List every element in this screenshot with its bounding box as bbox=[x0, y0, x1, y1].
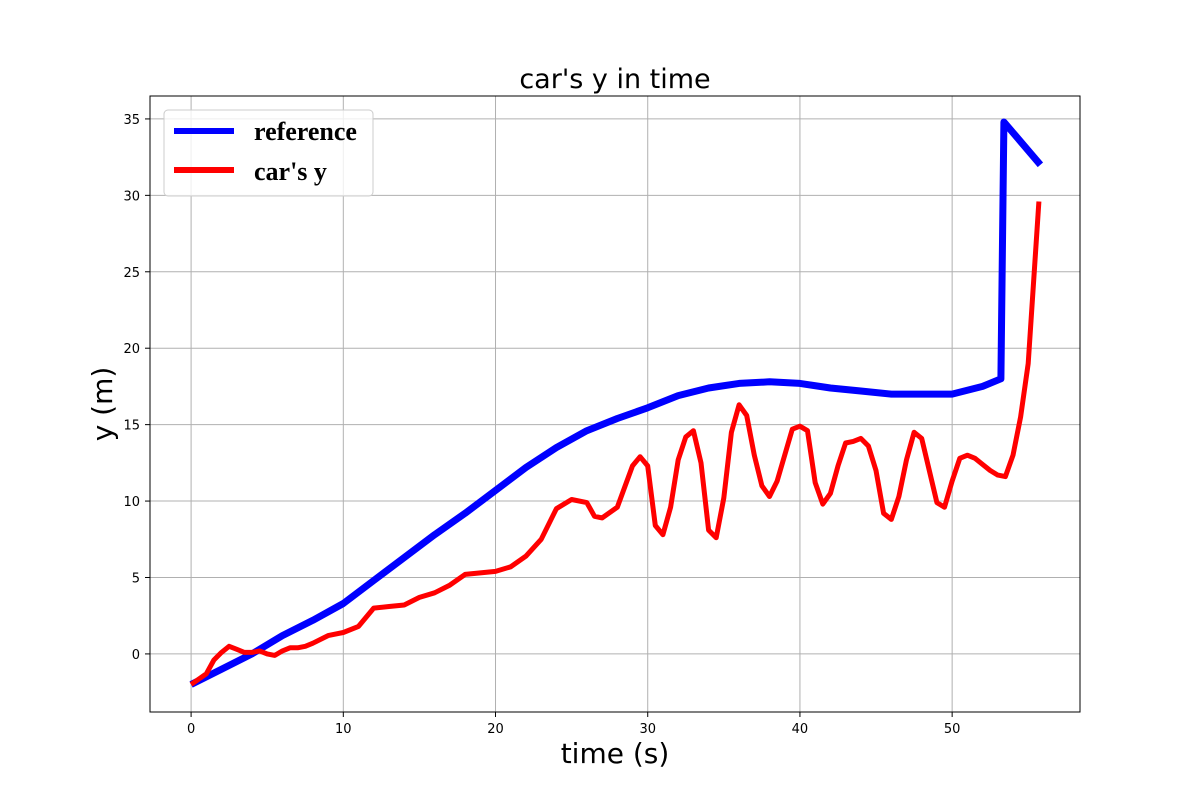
y-tick-label: 0 bbox=[132, 648, 140, 663]
x-tick-label: 40 bbox=[792, 722, 809, 737]
legend-label-car-y: car's y bbox=[254, 157, 327, 186]
y-tick-label: 15 bbox=[123, 419, 140, 434]
y-axis-label: y (m) bbox=[86, 367, 119, 442]
ticks: 0 10 20 30 40 50 0 5 10 15 20 25 30 35 bbox=[123, 113, 960, 737]
y-tick-label: 5 bbox=[132, 571, 140, 586]
x-tick-label: 30 bbox=[639, 722, 656, 737]
legend-label-reference: reference bbox=[254, 117, 357, 146]
series-line-car-y bbox=[189, 201, 1042, 687]
x-tick-label: 0 bbox=[187, 722, 195, 737]
series-layer bbox=[189, 118, 1044, 688]
x-tick-label: 10 bbox=[335, 722, 352, 737]
y-tick-label: 30 bbox=[123, 189, 140, 204]
x-tick-label: 20 bbox=[487, 722, 504, 737]
y-tick-label: 20 bbox=[123, 342, 140, 357]
grid bbox=[150, 96, 1080, 712]
series-line-reference bbox=[189, 118, 1044, 688]
legend: reference car's y bbox=[163, 109, 374, 197]
x-tick-label: 50 bbox=[944, 722, 961, 737]
x-axis-label: time (s) bbox=[561, 737, 670, 770]
y-tick-label: 25 bbox=[123, 266, 140, 281]
plot-frame bbox=[149, 95, 1081, 713]
y-tick-label: 35 bbox=[123, 113, 140, 128]
chart-title: car's y in time bbox=[519, 64, 710, 95]
y-tick-label: 10 bbox=[123, 495, 140, 510]
